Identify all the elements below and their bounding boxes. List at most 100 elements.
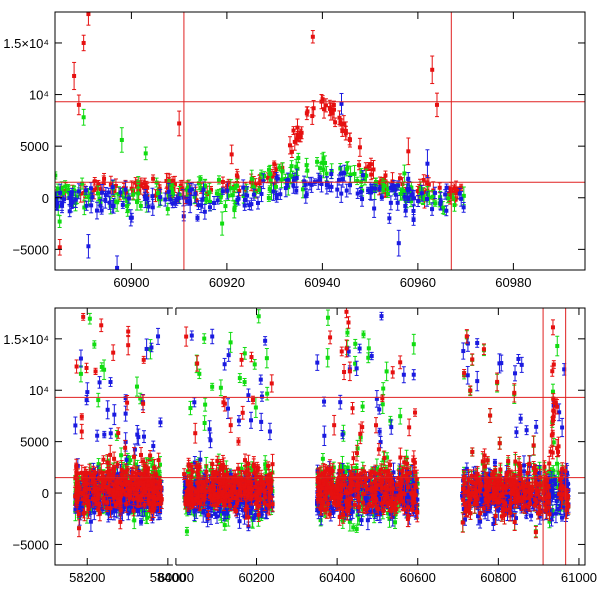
data-point	[379, 195, 384, 200]
data-point	[136, 191, 141, 196]
data-point	[396, 183, 401, 188]
data-point	[98, 187, 103, 192]
data-point	[262, 174, 267, 179]
data-point	[220, 189, 225, 194]
data-point	[310, 34, 315, 39]
data-point	[180, 186, 185, 191]
data-point	[251, 192, 256, 197]
data-point	[225, 188, 230, 193]
data-point	[59, 202, 64, 207]
data-point	[102, 176, 107, 181]
data-point	[245, 193, 250, 198]
x-tick-label: 60920	[209, 275, 245, 290]
data-point	[364, 173, 369, 178]
data-point	[387, 516, 392, 521]
data-point	[141, 185, 146, 190]
data-point	[214, 191, 219, 196]
data-point	[264, 356, 269, 361]
data-point	[113, 183, 118, 188]
data-point	[178, 183, 183, 188]
data-point	[457, 191, 462, 196]
data-point	[330, 110, 335, 115]
data-point	[92, 187, 97, 192]
data-point	[402, 194, 407, 199]
data-point	[285, 181, 290, 186]
data-point	[163, 197, 168, 202]
data-point	[382, 184, 387, 189]
data-point	[241, 194, 246, 199]
data-point	[417, 190, 422, 195]
data-point	[198, 176, 203, 181]
data-point	[81, 40, 86, 45]
data-point	[135, 199, 140, 204]
data-point	[115, 265, 120, 270]
data-point	[259, 172, 264, 177]
data-point	[218, 385, 223, 390]
data-point	[329, 172, 334, 177]
data-point	[96, 466, 101, 471]
data-point	[210, 384, 215, 389]
data-point	[387, 216, 392, 221]
data-point	[86, 12, 91, 17]
data-point	[444, 208, 449, 213]
data-point	[177, 193, 182, 198]
data-point	[332, 107, 337, 112]
data-point	[164, 178, 169, 183]
data-point	[242, 351, 247, 356]
data-point	[321, 167, 326, 172]
data-point	[205, 191, 210, 196]
data-point	[144, 512, 149, 517]
data-point	[396, 241, 401, 246]
data-point	[289, 164, 294, 169]
data-point	[237, 469, 242, 474]
data-point	[323, 161, 328, 166]
data-point	[207, 190, 212, 195]
data-point	[192, 194, 197, 199]
data-point	[99, 364, 104, 369]
data-point	[247, 203, 252, 208]
data-point	[335, 187, 340, 192]
data-point	[363, 166, 368, 171]
data-point	[277, 165, 282, 170]
data-point	[342, 171, 347, 176]
data-point	[438, 199, 443, 204]
data-point	[294, 188, 299, 193]
data-point	[418, 187, 423, 192]
data-point	[216, 177, 221, 182]
data-point	[359, 169, 364, 174]
data-point	[97, 196, 102, 201]
data-point	[82, 205, 87, 210]
data-point	[398, 414, 403, 419]
data-point	[106, 190, 111, 195]
data-point	[408, 190, 413, 195]
data-point	[197, 371, 202, 376]
data-point	[270, 174, 275, 179]
data-point	[339, 121, 344, 126]
data-point	[115, 200, 120, 205]
data-point	[451, 190, 456, 195]
data-point	[338, 166, 343, 171]
data-point	[173, 200, 178, 205]
data-point	[303, 182, 308, 187]
data-point	[279, 177, 284, 182]
data-point	[430, 207, 435, 212]
x-tick-label: 60960	[400, 275, 436, 290]
data-point	[110, 185, 115, 190]
data-point	[304, 163, 309, 168]
data-point	[437, 185, 442, 190]
data-point	[229, 152, 234, 157]
data-point	[454, 187, 459, 192]
data-point	[187, 185, 192, 190]
data-point	[278, 192, 283, 197]
data-point	[128, 458, 133, 463]
data-point	[340, 177, 345, 182]
data-point	[143, 196, 148, 201]
data-point	[78, 371, 83, 376]
data-point	[87, 316, 92, 321]
data-point	[325, 315, 330, 320]
data-point	[398, 176, 403, 181]
data-point	[294, 175, 299, 180]
data-point	[202, 420, 207, 425]
data-point	[291, 178, 296, 183]
